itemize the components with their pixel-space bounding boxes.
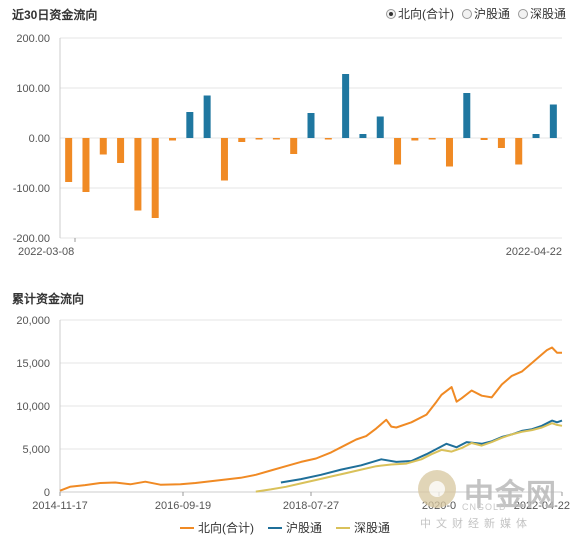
toggle-shanghai-connect[interactable]: 沪股通 [461,5,510,22]
radio-icon[interactable] [461,8,472,19]
bar [99,138,107,155]
bar [238,138,246,142]
bar [549,104,557,138]
bar [342,74,350,138]
y-tick-label: 15,000 [16,358,50,370]
toggle-label: 北向(合计) [397,7,454,21]
watermark-brand-en: CNGOLD [462,502,507,512]
bar [151,138,159,218]
radio-selected-icon[interactable] [385,8,396,19]
watermark-brand: 中金网 [464,478,557,513]
chart-legend: 北向(合计) 沪股通 深股通 [0,519,570,536]
bar [272,138,280,140]
x-tick-label: 2016-09-19 [155,500,211,512]
bar [307,113,315,138]
radio-icon[interactable] [517,8,528,19]
y-tick-label: 5,000 [22,444,50,456]
bar [376,116,384,138]
y-tick-label: 0 [44,487,50,499]
toggle-label: 沪股通 [473,7,510,21]
cngold-watermark: 中金网 CNGOLD 中文财经新媒体 [418,470,563,532]
bar [359,134,367,138]
legend-item-shenzhen[interactable]: 深股通 [336,519,390,536]
x-tick-label: 2022-04-22 [514,500,570,512]
y-tick-label: 10,000 [16,401,50,413]
cngold-logo-icon [418,470,456,508]
y-tick-label: -200.00 [13,233,50,245]
legend-swatch [267,526,282,529]
series-line [280,419,563,484]
daily-flow-bar-chart: 200.00 100.00 0.00 -100.00 -200.002022-03-08… [13,33,562,258]
bar [203,95,211,138]
watermark-tagline: 中文财经新媒体 [420,518,532,530]
toggle-northbound[interactable]: 北向(合计) [385,5,454,22]
toggle-label: 深股通 [529,7,566,21]
legend-swatch [336,526,350,529]
legend-swatch [179,526,194,529]
bar [134,138,142,211]
recent-30-days-title: 近30日资金流向 [12,8,98,22]
legend-item-northbound[interactable]: 北向(合计) [179,519,254,536]
bar [290,138,298,154]
legend-label: 深股通 [354,521,391,535]
bar [480,138,488,140]
bar [428,138,436,140]
y-tick-label: 0.00 [29,133,50,145]
x-tick-label: 2022-04-22 [506,246,562,258]
bar [445,138,453,167]
x-tick-label: 2014-11-17 [32,500,87,512]
legend-item-shanghai[interactable]: 沪股通 [267,519,322,536]
y-tick-label: 20,000 [16,315,50,327]
series-line [59,346,562,492]
series-line [255,422,563,493]
bar [497,138,505,148]
x-tick-label: 2022-03-08 [18,246,74,258]
y-tick-label: 200.00 [16,33,50,45]
y-tick-label: -100.00 [13,183,50,195]
bar [65,138,73,182]
toggle-shenzhen-connect[interactable]: 深股通 [517,5,566,22]
bar [532,134,540,138]
legend-label: 沪股通 [285,521,322,535]
bar [220,138,228,181]
bar [324,138,332,140]
x-tick-label: 2018-07-27 [283,500,339,512]
bar [255,138,263,140]
bar [82,138,90,192]
bar [169,138,177,141]
market-toggle: 北向(合计) 沪股通 深股通 [385,5,566,22]
bar [411,138,419,141]
bar [463,93,471,138]
bar [186,112,194,138]
y-tick-label: 100.00 [16,83,50,95]
legend-label: 北向(合计) [197,521,254,535]
bar [117,138,125,163]
bar [515,138,523,165]
bar [394,138,402,165]
cumulative-flow-title: 累计资金流向 [12,292,85,306]
